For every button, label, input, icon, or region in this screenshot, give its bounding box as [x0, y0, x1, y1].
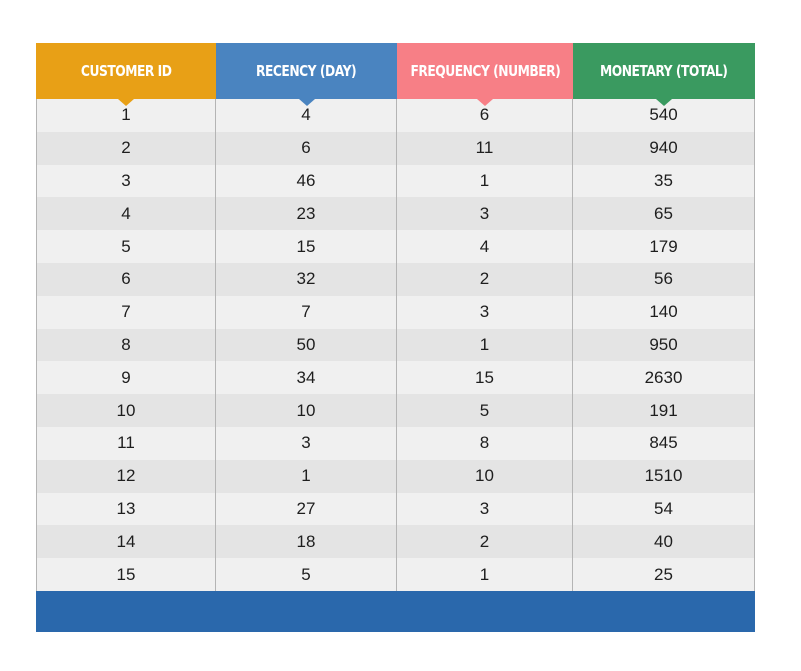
table-row: 12 1 10 1510	[37, 459, 754, 493]
cell-recency: 3	[216, 426, 397, 460]
cell-frequency: 5	[397, 394, 573, 427]
cell-customer-id: 5	[37, 230, 216, 263]
cell-recency: 5	[216, 558, 397, 591]
cell-frequency: 8	[397, 426, 573, 460]
cell-customer-id: 15	[37, 558, 216, 591]
table-row: 14 18 2 40	[37, 525, 754, 559]
cell-monetary: 35	[654, 170, 673, 190]
cell-frequency: 1	[397, 558, 573, 591]
cell-monetary: 140	[649, 302, 678, 322]
header-customer-id: CUSTOMER ID	[36, 43, 216, 106]
table-row: 5 15 4 179	[37, 230, 754, 263]
cell-frequency: 1	[397, 328, 573, 362]
cell-recency: 50	[216, 328, 397, 362]
cell-monetary: 2630	[644, 367, 683, 387]
cell-monetary: 25	[654, 564, 673, 584]
cell-customer-id: 4	[37, 197, 216, 231]
table-row: 6 32 2 56	[37, 262, 754, 296]
cell-frequency: 6	[397, 99, 573, 132]
cell-recency: 1	[216, 459, 397, 493]
cell-recency: 34	[216, 361, 397, 395]
header-frequency-label: FREQUENCY (NUMBER)	[410, 62, 560, 80]
rfm-table: CUSTOMER ID RECENCY (DAY) FREQUENCY (NUM…	[36, 43, 755, 632]
table-row: 15 5 1 25	[37, 558, 754, 591]
cell-customer-id: 3	[37, 164, 216, 198]
header-customer-id-label: CUSTOMER ID	[80, 62, 172, 80]
table-row: 9 34 15 2630	[37, 361, 754, 395]
cell-monetary: 191	[649, 400, 678, 420]
cell-frequency: 1	[397, 164, 573, 198]
cell-frequency: 2	[397, 262, 573, 296]
table-footer-bar	[36, 590, 755, 632]
cell-recency: 32	[216, 262, 397, 296]
cell-recency: 10	[216, 394, 397, 427]
cell-monetary: 540	[649, 105, 678, 125]
cell-recency: 46	[216, 164, 397, 198]
cell-recency: 15	[216, 230, 397, 263]
cell-monetary: 65	[654, 203, 673, 223]
table-row: 2 6 11 940	[37, 131, 754, 165]
header-monetary-label: MONETARY (TOTAL)	[600, 62, 728, 80]
table-row: 4 23 3 65	[37, 197, 754, 231]
cell-monetary: 179	[649, 236, 678, 256]
cell-customer-id: 1	[37, 99, 216, 132]
cell-customer-id: 7	[37, 295, 216, 329]
cell-customer-id: 10	[37, 394, 216, 427]
cell-monetary: 54	[654, 498, 673, 518]
table-row: 1 4 6 540	[37, 99, 754, 132]
cell-customer-id: 12	[37, 459, 216, 493]
cell-monetary: 940	[649, 138, 678, 158]
cell-frequency: 11	[397, 131, 573, 165]
cell-customer-id: 8	[37, 328, 216, 362]
cell-frequency: 3	[397, 492, 573, 526]
table-row: 3 46 1 35	[37, 164, 754, 198]
cell-recency: 6	[216, 131, 397, 165]
cell-recency: 7	[216, 295, 397, 329]
header-monetary: MONETARY (TOTAL)	[573, 43, 755, 106]
cell-frequency: 10	[397, 459, 573, 493]
cell-recency: 23	[216, 197, 397, 231]
cell-customer-id: 14	[37, 525, 216, 559]
header-recency-label: RECENCY (DAY)	[256, 62, 357, 80]
header-recency: RECENCY (DAY)	[216, 43, 397, 106]
table-row: 10 10 5 191	[37, 394, 754, 427]
cell-monetary: 845	[649, 433, 678, 453]
table-row: 13 27 3 54	[37, 492, 754, 526]
cell-monetary: 56	[654, 269, 673, 289]
cell-customer-id: 9	[37, 361, 216, 395]
cell-customer-id: 13	[37, 492, 216, 526]
cell-recency: 4	[216, 99, 397, 132]
table-row: 8 50 1 950	[37, 328, 754, 362]
cell-recency: 27	[216, 492, 397, 526]
cell-customer-id: 11	[37, 426, 216, 460]
cell-monetary: 950	[649, 334, 678, 354]
header-frequency: FREQUENCY (NUMBER)	[397, 43, 573, 106]
cell-monetary: 1510	[644, 466, 683, 486]
table-header: CUSTOMER ID RECENCY (DAY) FREQUENCY (NUM…	[36, 43, 755, 106]
table-row: 7 7 3 140	[37, 295, 754, 329]
cell-frequency: 2	[397, 525, 573, 559]
cell-frequency: 3	[397, 197, 573, 231]
cell-customer-id: 2	[37, 131, 216, 165]
table-row: 11 3 8 845	[37, 426, 754, 460]
cell-customer-id: 6	[37, 262, 216, 296]
table-body: 1 4 6 540 2 6 11 940 3 46 1 35 4 23 3 65 5 15 4 179 6 32 2 56 7 7…	[36, 99, 755, 591]
cell-frequency: 3	[397, 295, 573, 329]
cell-recency: 18	[216, 525, 397, 559]
cell-frequency: 4	[397, 230, 573, 263]
cell-monetary: 40	[654, 531, 673, 551]
cell-frequency: 15	[397, 361, 573, 395]
